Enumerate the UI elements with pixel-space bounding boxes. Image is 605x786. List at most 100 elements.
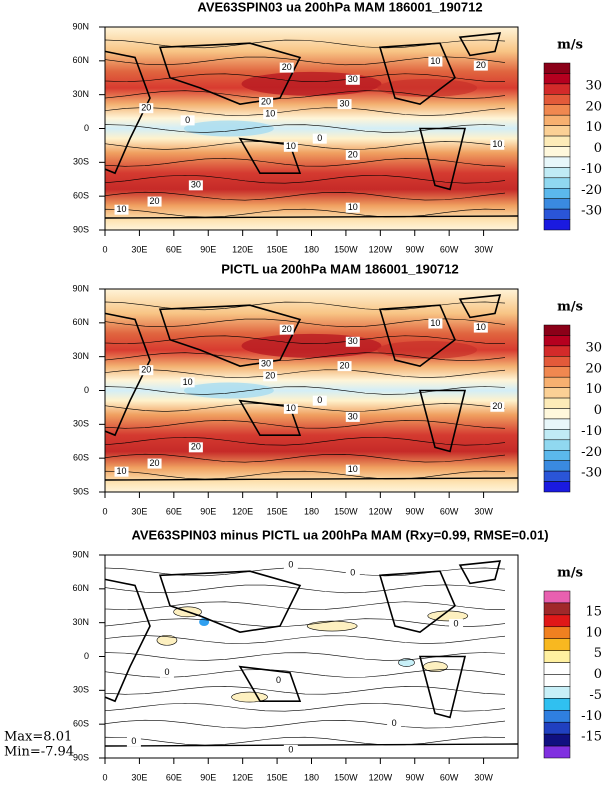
- contour-line: [104, 470, 506, 480]
- contour-label-bg: [126, 736, 141, 747]
- colorbar-label: 30: [585, 78, 602, 93]
- lon-label: 30W: [474, 244, 493, 254]
- contour-label: 20: [348, 149, 358, 159]
- coastline: [238, 665, 302, 702]
- colorbar-label: 10: [585, 625, 602, 640]
- colorbar-swatch: [543, 198, 571, 210]
- coastline: [418, 389, 467, 453]
- colorbar-swatch: [543, 481, 571, 493]
- coastline: [104, 743, 519, 747]
- contour-label: 20: [265, 371, 275, 381]
- lat-label: 60S: [73, 453, 89, 463]
- contour-label-bg: [283, 560, 298, 571]
- coastline: [378, 570, 456, 634]
- contour-label: 20: [150, 458, 160, 468]
- lat-label: 60N: [72, 583, 89, 593]
- contour-label: 10: [117, 466, 127, 476]
- colorbar-label: 0: [594, 141, 602, 156]
- lon-label: 180: [304, 244, 319, 254]
- lon-label: 150E: [267, 506, 288, 516]
- contour-label: 10: [286, 403, 296, 413]
- colorbar-swatch: [543, 335, 571, 347]
- lon-label: 30E: [131, 244, 147, 254]
- contour-line: [104, 618, 506, 627]
- colorbar-swatch: [543, 345, 571, 357]
- lat-label: 60S: [73, 191, 89, 201]
- colorbar-swatch: [543, 674, 571, 687]
- contour-label-bg: [271, 675, 286, 686]
- lat-label: 0: [84, 123, 89, 133]
- colorbar-label: 0: [594, 667, 602, 682]
- contour-label-bg: [283, 403, 298, 414]
- colorbar-swatch: [543, 602, 571, 616]
- lat-label: 30N: [72, 351, 89, 361]
- colorbar-label: 20: [585, 99, 602, 114]
- colorbar-swatch: [543, 439, 571, 451]
- contour-label: 30: [261, 358, 271, 368]
- lon-label: 30E: [131, 506, 147, 516]
- coastline: [104, 312, 151, 437]
- lon-label: 90W: [405, 506, 424, 516]
- coastline: [104, 50, 151, 175]
- lon-label: 90W: [405, 244, 424, 254]
- contour-label: 30: [348, 74, 358, 84]
- colorbar-label: -15: [581, 730, 602, 745]
- contour-label: 20: [492, 401, 502, 411]
- coastline: [238, 399, 302, 436]
- coastline: [158, 570, 302, 633]
- lon-label: 120W: [369, 772, 393, 782]
- colorbar-swatch: [543, 638, 571, 651]
- colorbar-swatch: [543, 167, 571, 179]
- contour-line: [104, 352, 506, 361]
- colorbar-swatch: [543, 104, 571, 116]
- contour-line: [104, 208, 506, 218]
- colorbar-swatch: [543, 208, 571, 220]
- colorbar-label: 5: [594, 646, 602, 661]
- lat-label: 30S: [73, 685, 89, 695]
- colorbar-swatch: [543, 125, 571, 137]
- coastline: [418, 655, 467, 719]
- colorbar-label: -10: [581, 709, 602, 724]
- anomaly-patch: [306, 620, 358, 632]
- lon-label: 150W: [334, 506, 358, 516]
- lat-label: 90S: [73, 752, 89, 762]
- lon-label: 150W: [334, 244, 358, 254]
- colorbar-label: 10: [585, 382, 602, 397]
- lon-label: 90E: [200, 772, 216, 782]
- colorbar-swatch: [543, 376, 571, 388]
- contour-label-bg: [428, 56, 443, 67]
- colorbar-swatch: [543, 219, 571, 231]
- lat-label: 30N: [72, 89, 89, 99]
- colorbar-swatch: [543, 324, 571, 336]
- coastline: [458, 560, 502, 585]
- contour-label: 10: [348, 464, 358, 474]
- colorbar-swatch: [543, 698, 571, 711]
- coastline: [378, 42, 456, 106]
- contour-label: 0: [350, 568, 355, 578]
- colorbar-swatch: [543, 650, 571, 663]
- easterly: [183, 120, 274, 137]
- contour-label-bg: [263, 371, 278, 382]
- colorbar-swatch: [543, 135, 571, 147]
- contour-label: 0: [288, 560, 293, 570]
- colorbar-swatch: [543, 177, 571, 189]
- lon-label: 90W: [405, 772, 424, 782]
- colorbar-swatch: [543, 387, 571, 399]
- contour-line: [104, 736, 506, 746]
- contour-label-bg: [279, 324, 294, 335]
- contour-line: [104, 191, 506, 201]
- colorbar-swatch: [543, 366, 571, 378]
- easterly: [183, 382, 274, 399]
- contour-line: [104, 436, 506, 446]
- lat-label: 30N: [72, 617, 89, 627]
- colorbar-swatch: [543, 710, 571, 723]
- lon-label: 90E: [200, 506, 216, 516]
- contour-label: 20: [261, 96, 271, 106]
- contour-label: 0: [317, 395, 322, 405]
- coastline: [238, 137, 302, 174]
- contour-label-bg: [259, 359, 274, 370]
- coastline: [378, 304, 456, 368]
- lon-label: 0: [102, 244, 107, 254]
- colorbar-unit: m/s: [557, 300, 583, 315]
